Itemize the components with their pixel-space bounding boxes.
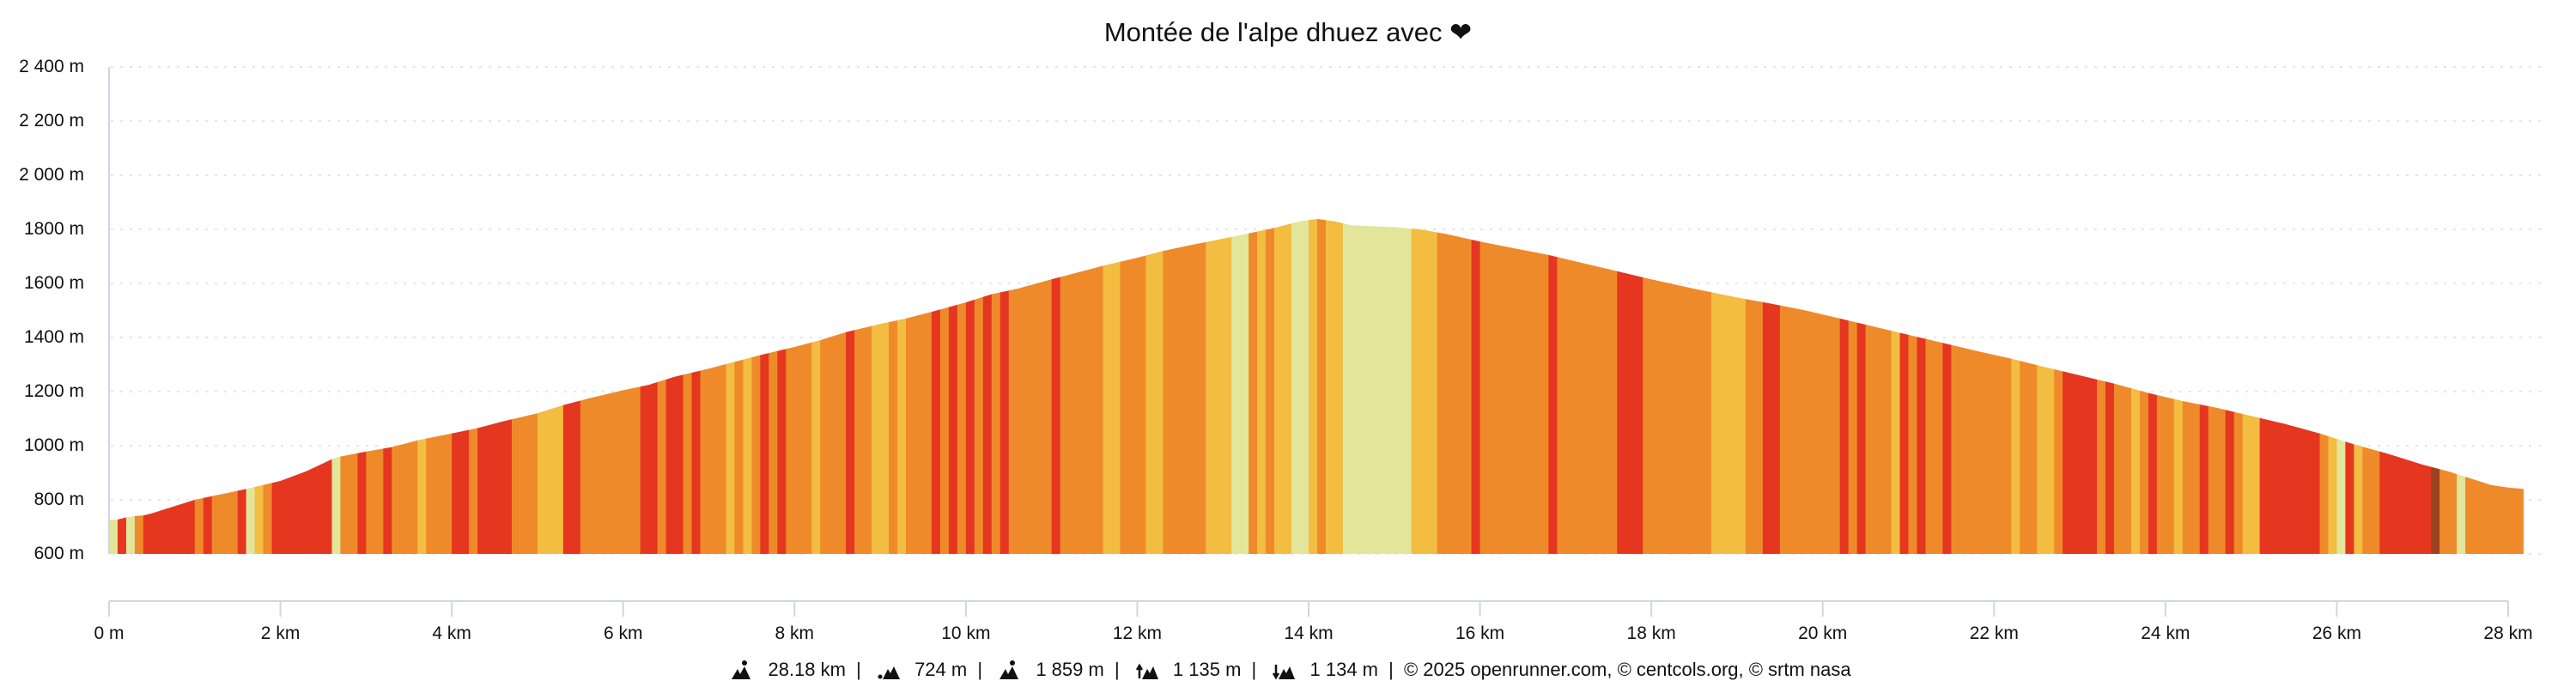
x-tick-label: 20 km: [1798, 623, 1848, 643]
elevation-loss-value: 1 134 m: [1309, 659, 1379, 681]
x-tick-label: 4 km: [432, 623, 471, 643]
separator: |: [1388, 659, 1394, 681]
x-tick-label: 8 km: [775, 623, 815, 643]
y-tick-label: 600 m: [33, 544, 84, 563]
x-tick-label: 24 km: [2141, 623, 2190, 643]
y-tick-label: 1200 m: [23, 381, 84, 401]
x-tick-label: 12 km: [1112, 623, 1163, 643]
x-tick-label: 26 km: [2312, 623, 2362, 643]
x-tick-label: 0 m: [94, 623, 125, 643]
x-tick-label: 18 km: [1626, 623, 1676, 643]
distance-icon: [732, 660, 751, 680]
max-altitude-icon: [999, 660, 1019, 680]
y-tick-label: 800 m: [33, 489, 84, 509]
route-summary: 28.18 km | 724 m | 1 859 m | 1 135 m | 1…: [0, 658, 2576, 681]
x-tick-label: 10 km: [941, 623, 991, 643]
y-tick-label: 1400 m: [23, 327, 84, 347]
separator: |: [1251, 659, 1257, 681]
chart-title: Montée de l'alpe dhuez avec ❤: [1103, 17, 1473, 47]
x-tick-label: 16 km: [1455, 623, 1505, 643]
x-tick-label: 14 km: [1284, 623, 1334, 643]
y-tick-label: 2 200 m: [19, 111, 84, 131]
separator: |: [856, 659, 861, 681]
distance-value: 28.18 km: [768, 659, 846, 681]
x-tick-label: 28 km: [2483, 623, 2533, 643]
x-tick-label: 22 km: [1969, 623, 2019, 643]
y-tick-label: 1800 m: [23, 219, 84, 239]
separator: |: [977, 659, 983, 681]
min-altitude-value: 724 m: [914, 659, 968, 681]
x-tick-label: 2 km: [260, 623, 301, 643]
max-altitude-value: 1 859 m: [1036, 659, 1104, 681]
min-altitude-icon: [878, 666, 900, 680]
y-tick-label: 1000 m: [23, 435, 84, 455]
x-tick-label: 6 km: [603, 623, 643, 643]
separator: |: [1114, 659, 1120, 681]
elevation-gain-value: 1 135 m: [1172, 659, 1242, 681]
y-tick-label: 1600 m: [23, 273, 84, 293]
x-axis-tick-marks: [108, 601, 2509, 617]
elevation-loss-icon: [1273, 665, 1296, 680]
elevation-gain-icon: [1135, 663, 1158, 680]
credits: © 2025 openrunner.com, © centcols.org, ©…: [1403, 659, 1851, 681]
y-tick-label: 2 400 m: [19, 57, 84, 76]
y-tick-label: 2 000 m: [19, 165, 84, 185]
